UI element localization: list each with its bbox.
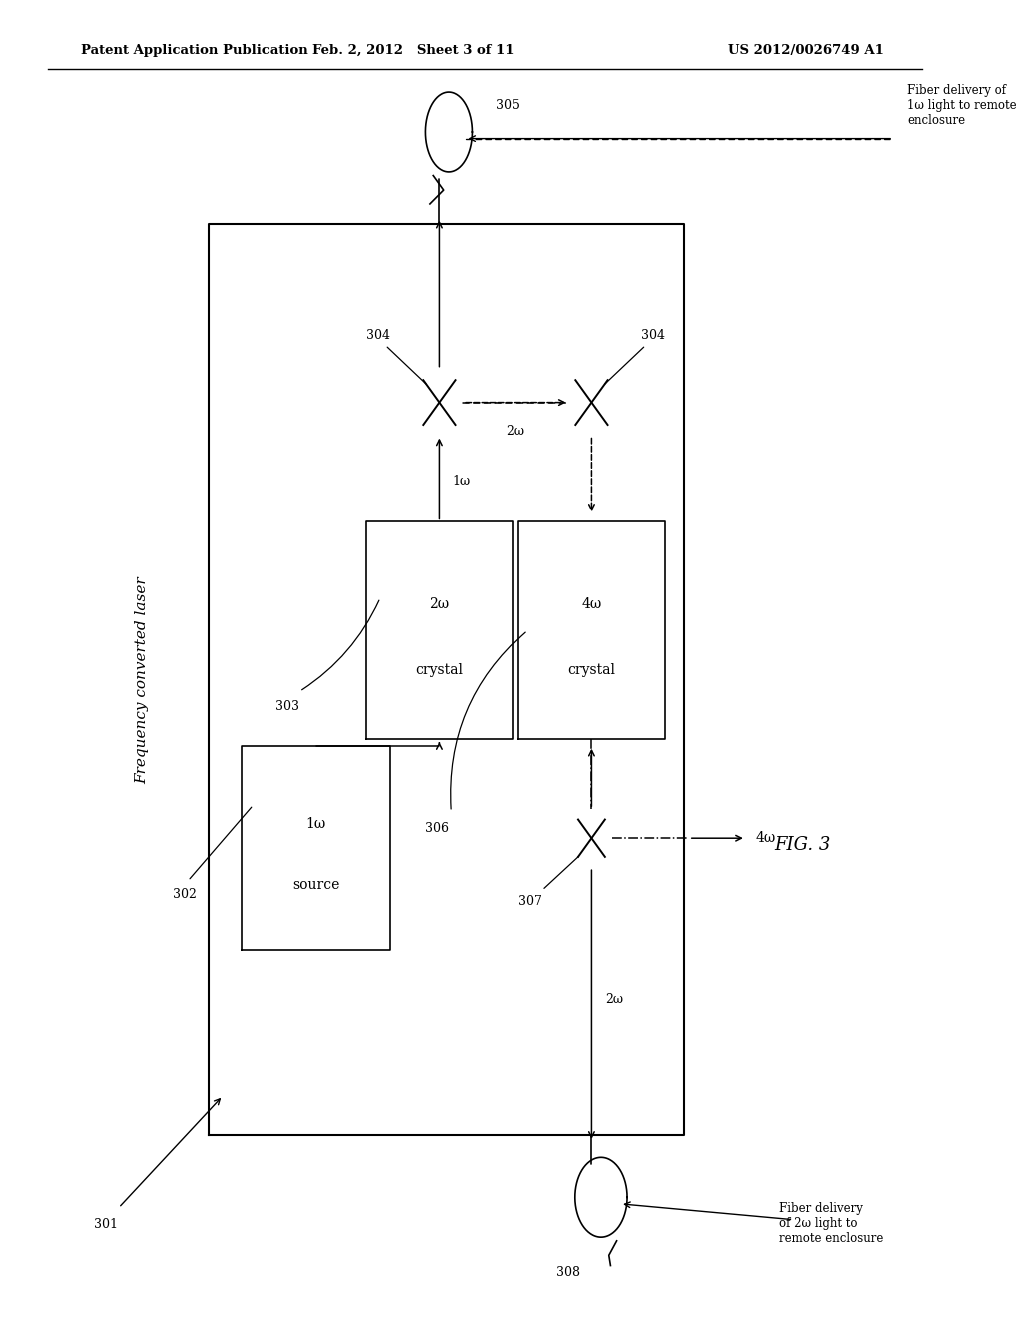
Text: 308: 308 bbox=[556, 1266, 580, 1279]
Text: 1ω: 1ω bbox=[306, 817, 326, 830]
Text: 307: 307 bbox=[518, 895, 542, 908]
Text: 302: 302 bbox=[173, 888, 198, 902]
Text: 2ω: 2ω bbox=[429, 597, 450, 611]
Text: source: source bbox=[292, 878, 340, 892]
Text: FIG. 3: FIG. 3 bbox=[774, 836, 831, 854]
Text: 1ω: 1ω bbox=[453, 475, 471, 488]
Text: Patent Application Publication: Patent Application Publication bbox=[81, 44, 307, 57]
Text: 2ω: 2ω bbox=[605, 994, 624, 1006]
Text: 2ω: 2ω bbox=[507, 425, 524, 438]
Text: Fiber delivery
of 2ω light to
remote enclosure: Fiber delivery of 2ω light to remote enc… bbox=[779, 1203, 884, 1245]
Text: 304: 304 bbox=[366, 329, 390, 342]
Text: Frequency converted laser: Frequency converted laser bbox=[135, 576, 150, 784]
Text: 4ω: 4ω bbox=[756, 832, 775, 845]
Text: 303: 303 bbox=[274, 700, 299, 713]
Text: 306: 306 bbox=[425, 822, 450, 836]
Text: Feb. 2, 2012   Sheet 3 of 11: Feb. 2, 2012 Sheet 3 of 11 bbox=[312, 44, 514, 57]
Text: US 2012/0026749 A1: US 2012/0026749 A1 bbox=[728, 44, 884, 57]
Text: 305: 305 bbox=[497, 99, 520, 112]
Text: 304: 304 bbox=[641, 329, 666, 342]
Text: Fiber delivery of
1ω light to remote
enclosure: Fiber delivery of 1ω light to remote enc… bbox=[907, 84, 1017, 127]
Text: crystal: crystal bbox=[567, 663, 615, 677]
Text: crystal: crystal bbox=[416, 663, 464, 677]
Text: 301: 301 bbox=[94, 1218, 119, 1232]
Text: 4ω: 4ω bbox=[582, 597, 601, 611]
